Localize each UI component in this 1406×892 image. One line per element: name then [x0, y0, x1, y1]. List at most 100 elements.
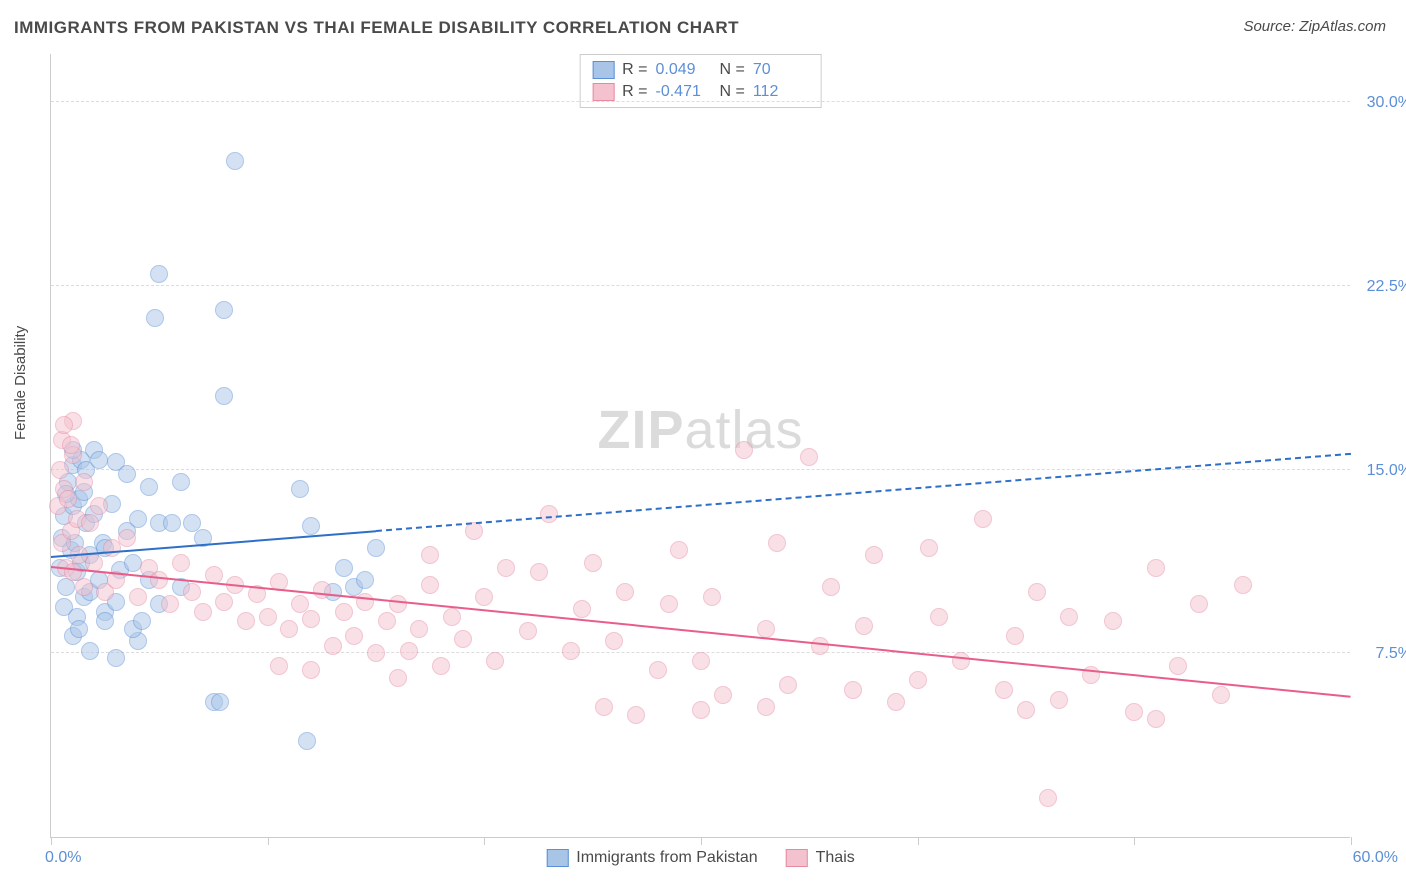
- y-axis-label: Female Disability: [12, 326, 29, 440]
- point-thai: [779, 676, 797, 694]
- point-thai: [55, 416, 73, 434]
- point-thai: [237, 612, 255, 630]
- point-thai: [714, 686, 732, 704]
- point-thai: [486, 652, 504, 670]
- y-tick-label: 7.5%: [1356, 645, 1406, 663]
- legend-r-value: 0.049: [656, 61, 712, 79]
- point-thai: [1190, 595, 1208, 613]
- point-thai: [530, 563, 548, 581]
- point-pakistan: [163, 514, 181, 532]
- point-thai: [995, 681, 1013, 699]
- point-thai: [183, 583, 201, 601]
- point-thai: [62, 436, 80, 454]
- point-thai: [1028, 583, 1046, 601]
- point-thai: [1017, 701, 1035, 719]
- legend-swatch: [786, 849, 808, 867]
- point-thai: [1050, 691, 1068, 709]
- point-thai: [161, 595, 179, 613]
- point-thai: [345, 627, 363, 645]
- point-thai: [735, 441, 753, 459]
- point-thai: [952, 652, 970, 670]
- point-thai: [59, 490, 77, 508]
- point-thai: [497, 559, 515, 577]
- y-gridline: [51, 101, 1350, 102]
- x-tick: [701, 837, 702, 845]
- point-thai: [432, 657, 450, 675]
- point-thai: [356, 593, 374, 611]
- point-thai: [909, 671, 927, 689]
- x-min-label: 0.0%: [45, 849, 81, 867]
- point-pakistan: [129, 510, 147, 528]
- point-pakistan: [302, 517, 320, 535]
- chart-title: IMMIGRANTS FROM PAKISTAN VS THAI FEMALE …: [14, 18, 739, 38]
- x-max-label: 60.0%: [1353, 849, 1398, 867]
- point-thai: [367, 644, 385, 662]
- point-thai: [1147, 710, 1165, 728]
- series-legend-label: Immigrants from Pakistan: [576, 849, 757, 867]
- point-thai: [313, 581, 331, 599]
- legend-r-label: R =: [622, 61, 647, 79]
- point-thai: [118, 529, 136, 547]
- point-thai: [150, 571, 168, 589]
- point-thai: [768, 534, 786, 552]
- point-pakistan: [96, 612, 114, 630]
- point-thai: [1039, 789, 1057, 807]
- legend-row: R =0.049N =70: [588, 59, 813, 81]
- legend-n-value: 70: [753, 61, 809, 79]
- legend-swatch: [592, 83, 614, 101]
- series-legend-label: Thais: [816, 849, 855, 867]
- point-pakistan: [150, 265, 168, 283]
- point-thai: [302, 610, 320, 628]
- point-thai: [400, 642, 418, 660]
- point-thai: [887, 693, 905, 711]
- point-thai: [670, 541, 688, 559]
- point-thai: [421, 576, 439, 594]
- point-thai: [1169, 657, 1187, 675]
- point-pakistan: [215, 387, 233, 405]
- y-tick-label: 30.0%: [1356, 94, 1406, 112]
- point-thai: [616, 583, 634, 601]
- point-thai: [757, 620, 775, 638]
- point-thai: [410, 620, 428, 638]
- point-pakistan: [291, 480, 309, 498]
- point-pakistan: [118, 465, 136, 483]
- trend-line: [376, 453, 1351, 532]
- point-pakistan: [140, 478, 158, 496]
- y-gridline: [51, 285, 1350, 286]
- watermark: ZIPatlas: [597, 399, 803, 461]
- point-thai: [335, 603, 353, 621]
- legend-r-label: R =: [622, 83, 647, 101]
- point-thai: [562, 642, 580, 660]
- point-pakistan: [107, 649, 125, 667]
- point-thai: [475, 588, 493, 606]
- series-legend-item: Immigrants from Pakistan: [546, 849, 757, 867]
- point-thai: [692, 652, 710, 670]
- point-thai: [595, 698, 613, 716]
- point-pakistan: [335, 559, 353, 577]
- series-legend-item: Thais: [786, 849, 855, 867]
- point-thai: [172, 554, 190, 572]
- point-pakistan: [226, 152, 244, 170]
- point-thai: [1125, 703, 1143, 721]
- point-thai: [1212, 686, 1230, 704]
- chart-plot-area: ZIPatlas R =0.049N =70R =-0.471N =112 Im…: [50, 54, 1350, 838]
- x-tick: [1134, 837, 1135, 845]
- legend-r-value: -0.471: [656, 83, 712, 101]
- point-thai: [605, 632, 623, 650]
- x-tick: [51, 837, 52, 845]
- trend-line: [51, 566, 1351, 698]
- chart-source: Source: ZipAtlas.com: [1243, 18, 1386, 35]
- x-tick: [268, 837, 269, 845]
- point-thai: [800, 448, 818, 466]
- point-thai: [302, 661, 320, 679]
- point-thai: [194, 603, 212, 621]
- x-tick: [918, 837, 919, 845]
- x-tick: [484, 837, 485, 845]
- point-thai: [627, 706, 645, 724]
- point-pakistan: [81, 642, 99, 660]
- point-thai: [1060, 608, 1078, 626]
- point-thai: [822, 578, 840, 596]
- legend-row: R =-0.471N =112: [588, 81, 813, 103]
- point-thai: [1234, 576, 1252, 594]
- point-thai: [324, 637, 342, 655]
